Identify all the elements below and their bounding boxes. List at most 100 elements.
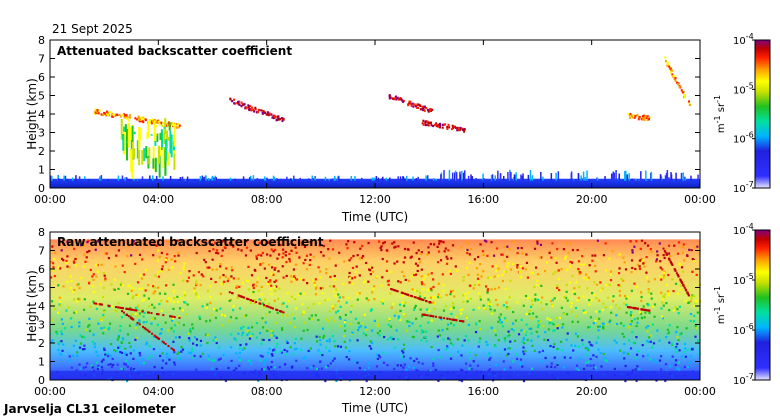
raw-noise-mark — [501, 279, 505, 283]
cloud-segment-2-mark — [423, 109, 426, 112]
raw-noise-mark — [76, 300, 79, 303]
raw-noise-mark — [436, 261, 440, 264]
boundary-layer-speck — [680, 172, 683, 181]
raw-noise-mark — [665, 336, 668, 339]
raw-noise-mark — [544, 356, 547, 360]
cloud-layer-early-mark — [95, 302, 98, 305]
raw-noise-mark — [588, 299, 591, 302]
raw-noise-mark — [85, 328, 88, 332]
boundary-layer-speck — [684, 177, 687, 181]
boundary-layer-speck — [454, 170, 457, 181]
raw-noise-mark — [553, 297, 556, 300]
raw-noise-mark — [295, 251, 298, 254]
raw-noise-mark — [312, 364, 315, 368]
raw-noise-mark — [408, 320, 411, 324]
raw-noise-mark — [354, 360, 357, 363]
raw-noise-mark — [501, 253, 504, 256]
raw-noise-mark — [677, 339, 680, 342]
cloud-segment-2-mark — [414, 104, 417, 108]
raw-noise-mark — [212, 307, 216, 311]
raw-noise-mark — [62, 242, 65, 245]
raw-noise-mark — [398, 303, 402, 306]
raw-noise-mark — [185, 312, 188, 316]
raw-noise-mark — [561, 326, 564, 329]
raw-noise-mark — [373, 319, 376, 323]
raw-noise-mark — [526, 276, 530, 279]
cloud-layer-early-mark — [126, 307, 129, 310]
raw-noise-mark — [290, 280, 293, 283]
raw-noise-mark — [465, 296, 468, 299]
cloud-layer-early-mark — [96, 109, 99, 112]
cloud-segment-4-mark — [632, 307, 635, 310]
raw-noise-mark — [235, 367, 238, 370]
raw-noise-mark — [633, 318, 636, 321]
raw-noise-mark — [539, 243, 543, 246]
raw-noise-mark — [377, 240, 381, 243]
raw-noise-mark — [466, 300, 469, 303]
raw-noise-mark — [522, 350, 525, 353]
raw-noise-mark — [658, 275, 662, 279]
raw-noise-mark — [89, 305, 92, 308]
raw-noise-mark — [332, 290, 336, 293]
cloud-layer-early-mark — [133, 309, 136, 312]
raw-noise-mark — [521, 340, 524, 343]
raw-noise-mark — [345, 301, 348, 304]
raw-noise-mark — [105, 252, 108, 255]
raw-noise-mark — [198, 315, 201, 318]
raw-noise-mark — [640, 291, 643, 294]
cloud-segment-5-mark — [683, 96, 686, 99]
raw-noise-mark — [249, 249, 252, 252]
raw-noise-mark — [221, 249, 224, 252]
raw-noise-mark — [215, 251, 218, 255]
raw-noise-mark — [611, 250, 614, 253]
raw-noise-mark — [590, 299, 593, 302]
boundary-layer-speck — [580, 175, 582, 181]
x-tick-label: 20:00 — [576, 193, 608, 206]
raw-noise-mark — [93, 342, 96, 345]
cloud-layer-early-mark — [172, 123, 175, 127]
raw-noise-mark — [53, 307, 57, 310]
raw-noise-mark — [317, 318, 320, 322]
raw-noise-mark — [662, 304, 665, 307]
raw-noise-mark — [636, 365, 639, 368]
raw-noise-mark — [427, 321, 430, 324]
cloud-layer-early-mark — [119, 306, 122, 309]
raw-noise-mark — [198, 317, 202, 320]
cloud-segment-3-mark — [462, 128, 465, 131]
raw-noise-mark — [204, 241, 207, 244]
raw-noise-mark — [195, 293, 198, 296]
raw-noise-mark — [267, 263, 271, 266]
raw-noise-mark — [489, 276, 492, 280]
colorbar-tick-label: 10-4 — [733, 32, 754, 47]
colorbar: 10-410-510-610-7 m-1 sr-1 — [713, 32, 771, 195]
raw-noise-mark — [200, 273, 203, 276]
raw-noise-mark — [209, 285, 212, 288]
raw-noise-mark — [463, 339, 466, 342]
cloud-segment-2-mark — [421, 108, 424, 112]
cloud-layer-early-mark — [140, 120, 143, 123]
raw-noise-mark — [215, 268, 218, 271]
raw-noise-mark — [552, 272, 555, 275]
raw-noise-mark — [389, 292, 392, 295]
raw-noise-mark — [236, 296, 239, 299]
raw-noise-mark — [490, 326, 493, 329]
raw-noise-mark — [91, 285, 95, 288]
precip-streaks-mark — [164, 118, 167, 134]
raw-noise-mark — [110, 305, 114, 308]
raw-noise-mark — [309, 347, 312, 350]
cloud-layer-early-mark — [123, 114, 126, 117]
raw-noise-mark — [437, 348, 440, 352]
raw-noise-mark — [413, 359, 416, 363]
raw-noise-mark — [636, 321, 639, 324]
raw-noise-mark — [427, 251, 430, 254]
boundary-layer-speck — [57, 175, 59, 181]
cloud-segment-5-mark — [664, 60, 667, 63]
cloud-segment-1-mark — [276, 115, 279, 118]
raw-noise-mark — [266, 253, 269, 256]
boundary-layer-speck — [291, 178, 294, 181]
raw-noise-mark — [132, 357, 135, 361]
raw-noise-mark — [691, 257, 694, 261]
raw-noise-mark — [75, 369, 78, 372]
raw-noise-mark — [609, 270, 613, 273]
